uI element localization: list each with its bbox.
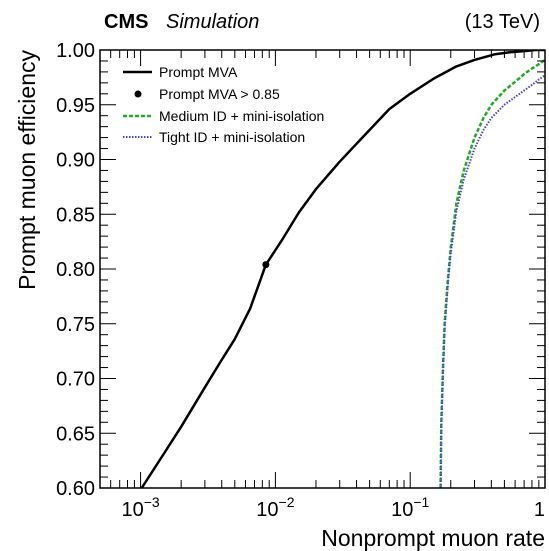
tick-layer: 0.60 0.65 0.70 0.75 0.80 0.85 0.90 0.95 1.00 10−3… xyxy=(56,40,546,521)
legend-label-medium-id: Medium ID + mini-isolation xyxy=(159,108,324,124)
legend-swatch-prompt-mva-wp xyxy=(134,90,142,98)
y-tick-label: 0.85 xyxy=(56,204,95,226)
series-layer xyxy=(140,50,545,488)
series-tight-id xyxy=(439,74,545,488)
simulation-label: Simulation xyxy=(166,11,259,33)
y-tick-label: 0.80 xyxy=(56,259,95,281)
y-axis-label: Prompt muon efficiency xyxy=(14,50,40,290)
legend-label-tight-id: Tight ID + mini-isolation xyxy=(159,129,305,145)
series-medium-id xyxy=(439,58,545,488)
y-tick-label: 1.00 xyxy=(56,40,95,62)
y-tick-label: 0.65 xyxy=(56,423,95,445)
y-tick-label: 0.75 xyxy=(56,314,95,336)
x-tick-label: 10−2 xyxy=(256,494,294,521)
marker-point xyxy=(262,261,270,269)
x-tick-label: 10−3 xyxy=(121,494,159,521)
legend-label-prompt-mva-wp: Prompt MVA > 0.85 xyxy=(159,86,280,102)
y-tick-label: 0.60 xyxy=(56,478,95,500)
cms-label: CMS xyxy=(104,11,148,33)
legend-label-prompt-mva: Prompt MVA xyxy=(159,64,238,80)
legend: Prompt MVA Prompt MVA > 0.85 Medium ID +… xyxy=(123,64,324,145)
x-tick-label: 1 xyxy=(534,499,545,521)
plot-area: 0.60 0.65 0.70 0.75 0.80 0.85 0.90 0.95 1.00 10−3… xyxy=(56,40,546,521)
series-prompt-mva xyxy=(140,50,545,488)
x-axis-label: Nonprompt muon rate xyxy=(321,525,545,551)
y-tick-label: 0.90 xyxy=(56,150,95,172)
y-tick-label: 0.95 xyxy=(56,95,95,117)
energy-label: (13 TeV) xyxy=(465,11,540,33)
x-tick-label: 10−1 xyxy=(391,494,429,521)
y-tick-label: 0.70 xyxy=(56,369,95,391)
